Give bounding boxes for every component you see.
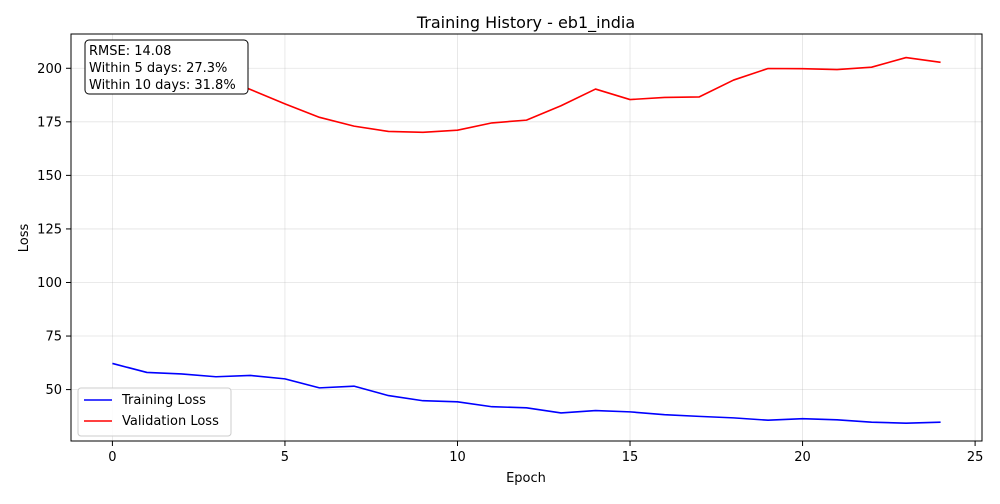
y-tick-label: 175 <box>37 115 62 130</box>
legend: Training Loss Validation Loss <box>78 388 231 436</box>
y-tick-label: 125 <box>37 222 62 237</box>
y-tick-label: 200 <box>37 62 62 77</box>
x-tick-label: 25 <box>967 450 984 465</box>
x-tick-label: 15 <box>622 450 639 465</box>
annotation-within-5: Within 5 days: 27.3% <box>89 61 227 76</box>
chart-title: Training History - eb1_india <box>416 13 635 33</box>
x-tick-label: 20 <box>794 450 811 465</box>
x-tick-label: 5 <box>281 450 289 465</box>
annotation-rmse: RMSE: 14.08 <box>89 44 171 59</box>
y-tick-label: 50 <box>45 383 62 398</box>
metrics-annotation: RMSE: 14.08 Within 5 days: 27.3% Within … <box>85 40 248 94</box>
y-tick-label: 150 <box>37 169 62 184</box>
legend-label-validation-loss: Validation Loss <box>122 414 219 429</box>
annotation-within-10: Within 10 days: 31.8% <box>89 78 236 93</box>
x-tick-label: 0 <box>108 450 116 465</box>
y-axis-label: Loss <box>17 224 32 253</box>
legend-label-training-loss: Training Loss <box>121 393 206 408</box>
y-tick-label: 100 <box>37 276 62 291</box>
x-tick-label: 10 <box>449 450 466 465</box>
y-tick-label: 75 <box>45 330 62 345</box>
x-axis-label: Epoch <box>506 471 546 486</box>
